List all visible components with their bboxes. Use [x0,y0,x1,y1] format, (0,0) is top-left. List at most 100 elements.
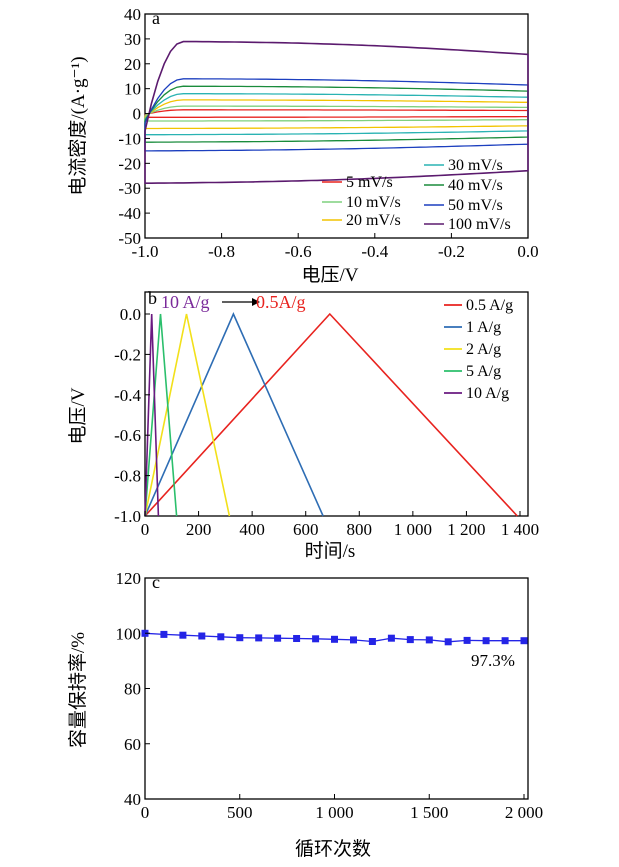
panel-a-series-20-mv-s [144,99,529,130]
panel-a: a -1.0 -0.8 -0.6 -0.4 -0.2 0.0 40 30 20 10 0 -10 -20… [67,5,539,286]
panel-c-data-point [160,630,168,638]
panel-b-x-label: 时间/s [305,540,356,562]
panel-c-y-tick-label: 100 [116,624,142,643]
panel-b: b 0 200 400 600 800 1 000 1 200 1 400 0.0 -0.2 -0.… [67,288,539,562]
panel-a-letter: a [152,8,160,28]
panel-a-y-tick-label: 40 [124,5,141,24]
panel-b-series-0-5-a-g [144,312,518,517]
panel-c-data-point [463,636,471,644]
panel-c-y-tick-label: 80 [124,680,141,699]
panel-c-data-point [293,635,301,642]
panel-c-data-point [331,635,338,643]
panel-c-y-tick-label: 40 [124,790,141,809]
panel-b-y-tick-label: 0.0 [120,305,141,324]
panel-c-data-point [425,636,433,644]
panel-b-legend-label: 2 A/g [466,341,501,358]
panel-a-legend-label: 5 mV/s [346,174,393,191]
panel-b-annotation-right: 0.5A/g [256,292,306,312]
panel-a-x-tick-label: -1.0 [132,242,159,261]
panel-a-legend-label: 30 mV/s [448,157,503,174]
panel-a-y-tick-label: -10 [118,129,141,148]
panel-c-y-label: 容量保持率/% [67,632,89,748]
panel-a-series-5-mv-s [144,109,529,118]
panel-b-legend-label: 10 A/g [466,385,509,402]
panel-a-series-10-mv-s [144,105,529,122]
panel-a-series-100-mv-s [144,40,529,184]
panel-a-legend-label: 50 mV/s [448,197,503,214]
panel-b-x-tick-label: 600 [293,520,319,539]
panel-b-x-tick-label: 1 200 [447,520,485,539]
panel-c-data-point [217,633,225,641]
panel-b-y-tick-label: -0.2 [114,345,141,364]
panel-a-x-tick-label: -0.4 [361,242,388,261]
panel-b-series-2-a-g [144,313,231,517]
panel-a-y-tick-label: 10 [124,80,141,99]
panel-b-series-10-a-g [144,313,160,517]
panel-c-data-point [179,631,187,639]
panel-a-legend-label: 20 mV/s [346,212,401,229]
panel-b-x-tick-label: 800 [347,520,373,539]
panel-c-data-point [236,634,244,642]
panel-c-data-point [274,634,282,642]
panel-a-y-tick-label: -40 [118,204,141,223]
panel-a-y-label: 电流密度/(A·g⁻¹) [67,56,89,195]
panel-c-data-point [482,637,490,645]
panel-c-x-tick-label: 2 000 [505,803,543,822]
panel-a-legend-label: 10 mV/s [346,194,401,211]
panel-c-x-tick-label: 1 500 [410,803,448,822]
panel-c-data-point [255,634,263,642]
panel-a-x-tick-label: -0.6 [285,242,312,261]
panel-b-x-tick-label: 0 [141,520,150,539]
panel-b-legend-label: 1 A/g [466,319,501,336]
panel-b-y-tick-label: -0.4 [114,386,141,405]
panel-c-data-point [444,638,452,646]
panel-a-y-tick-label: -50 [118,229,141,248]
panel-a-legend-label: 100 mV/s [448,216,511,233]
panel-c-data-point [387,634,395,642]
panel-b-y-tick-label: -0.8 [114,467,141,486]
panel-a-x-label: 电压/V [301,264,358,286]
panel-a-x-tick-label: 0.0 [517,242,538,261]
panel-b-x-tick-label: 1 000 [394,520,432,539]
panel-b-letter: b [148,288,157,308]
panel-b-x-tick-label: 400 [239,520,265,539]
panel-b-series-1-a-g [144,312,324,517]
panel-c-frame [144,577,529,800]
panel-c-x-label: 循环次数 [295,838,371,860]
panel-c-data-point [312,635,320,643]
panel-c-data-point [406,636,414,644]
panel-a-legend-label: 40 mV/s [448,177,503,194]
panel-c-x-tick-label: 500 [227,803,253,822]
panel-c-data-point [368,638,376,645]
panel-a-y-tick-label: -30 [118,179,141,198]
panel-c-x-tick-label: 1 000 [315,803,353,822]
panel-b-y-tick-label: -0.6 [114,426,141,445]
panel-b-series-5-a-g [144,313,178,517]
panel-b-legend-label: 0.5 A/g [466,297,513,314]
panel-b-x-tick-label: 1 400 [501,520,539,539]
panel-b-x-tick-label: 200 [186,520,212,539]
panel-c-y-tick-label: 60 [124,735,141,754]
panel-c-letter: c [152,572,160,592]
panel-c-annotation: 97.3% [471,651,515,670]
panel-a-y-tick-label: 0 [133,105,142,124]
panel-b-y-label: 电压/V [67,387,89,444]
panel-b-annotation-left: 10 A/g [161,292,210,312]
panel-c-data-point [501,637,509,645]
panel-a-y-tick-label: -20 [118,154,141,173]
panel-a-x-tick-label: -0.8 [208,242,235,261]
panel-c-data-point [520,637,528,645]
panel-a-y-tick-label: 20 [124,55,141,74]
panel-a-y-tick-label: 30 [124,30,141,49]
panel-b-legend-label: 5 A/g [466,363,501,380]
panel-c-x-tick-label: 0 [141,803,150,822]
panel-b-arrow-head [252,298,260,306]
panel-b-frame [144,291,529,517]
panel-c-y-tick-label: 120 [116,569,142,588]
panel-c-data-point [350,636,357,644]
panel-b-y-tick-label: -1.0 [114,507,141,526]
panel-a-x-tick-label: -0.2 [438,242,465,261]
panel-c-data-point [198,632,206,640]
